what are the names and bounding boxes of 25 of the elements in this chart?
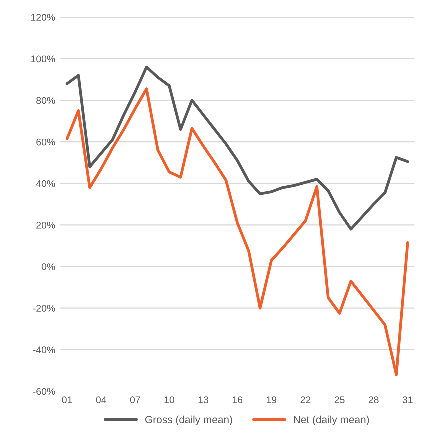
y-tick-label: 80% xyxy=(36,97,56,104)
y-tick-label: 40% xyxy=(36,180,56,188)
y-tick-label: -40% xyxy=(33,346,56,354)
x-tick-label: 13 xyxy=(198,396,209,404)
x-tick-label: 25 xyxy=(334,396,345,404)
x-tick-label: 31 xyxy=(402,396,413,404)
line-series xyxy=(66,88,410,376)
y-tick-label: 120% xyxy=(31,14,56,22)
y-tick-label: 60% xyxy=(36,138,56,146)
y-tick-label: -20% xyxy=(33,305,56,312)
x-tick-label: 22 xyxy=(300,396,311,404)
x-tick-label: 19 xyxy=(266,396,277,404)
y-tick-label: 100% xyxy=(31,56,56,63)
y-tick-label: 20% xyxy=(36,222,56,229)
x-tick-label: 07 xyxy=(130,396,140,404)
y-tick-label: -60% xyxy=(33,388,56,396)
line-series xyxy=(66,66,410,231)
x-tick-label: 01 xyxy=(62,396,72,404)
legend-label: Gross (daily mean) xyxy=(146,416,232,426)
x-tick-label: 16 xyxy=(232,396,243,404)
x-tick-label: 04 xyxy=(96,396,106,404)
x-tick-label: 28 xyxy=(368,396,379,404)
legend-label: Net (daily mean) xyxy=(294,416,370,426)
y-tick-label: 0% xyxy=(42,264,56,270)
x-tick-label: 10 xyxy=(164,396,175,404)
